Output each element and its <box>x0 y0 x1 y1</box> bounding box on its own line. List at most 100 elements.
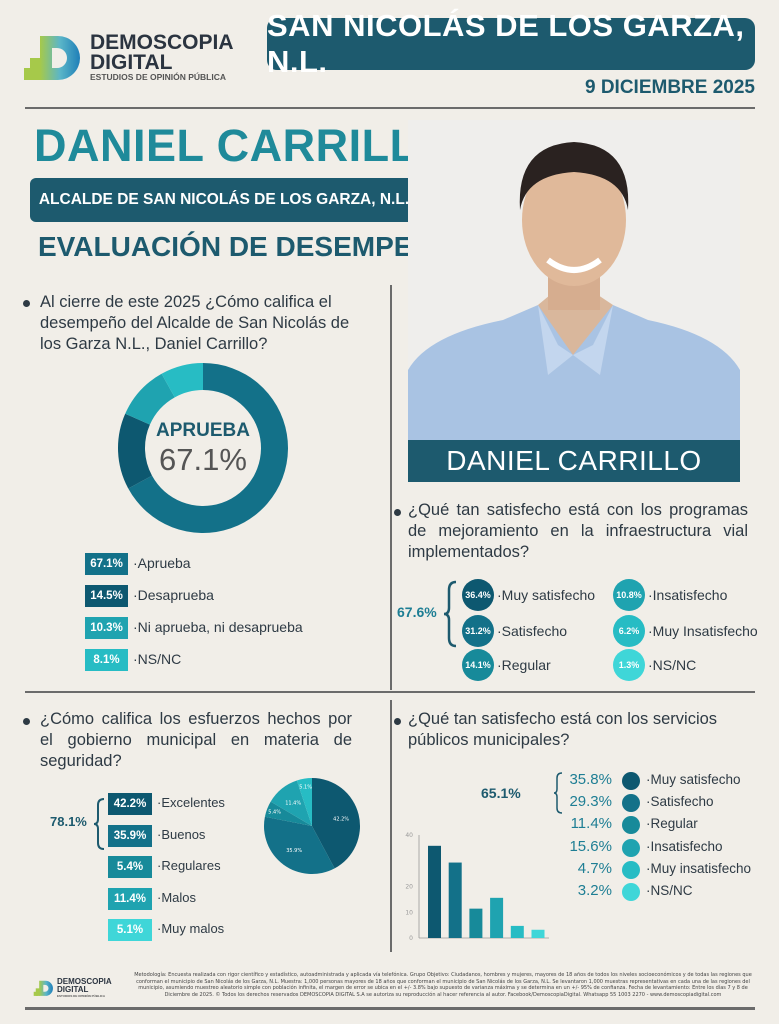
pie-label: 42.2% <box>333 817 349 823</box>
bullet <box>394 718 401 725</box>
legend-label: ·Desaprueba <box>133 587 214 603</box>
footer-brand-line2: DIGITAL <box>57 985 89 994</box>
legend-value: 4.7% <box>577 859 612 877</box>
donut-center-label: APRUEBA <box>156 420 250 441</box>
brand-name-line1: DEMOSCOPIA <box>90 31 234 54</box>
bar-4 <box>510 925 524 938</box>
logo-d-icon <box>33 980 53 996</box>
donut-slice-0 <box>128 363 288 533</box>
value-circle: 1.3% <box>613 649 645 681</box>
legend-dot <box>622 794 640 813</box>
pie-slice-1 <box>264 816 335 874</box>
subject-photo <box>408 120 740 442</box>
donut-slice-2 <box>125 373 175 425</box>
bullet <box>394 509 401 516</box>
location-title: SAN NICOLÁS DE LOS GARZA, N.L. <box>267 8 755 79</box>
bar-3 <box>490 897 504 938</box>
legend-value-box: 10.3% <box>85 617 128 639</box>
footer-brand-line1: DEMOSCOPIA <box>57 977 112 986</box>
y-tick-label: 20 <box>405 884 413 891</box>
legend-label: ·Muy Insatisfecho <box>648 623 758 639</box>
legend-value: 3.2% <box>577 882 612 899</box>
footer-logo: DEMOSCOPIA DIGITAL ESTUDIOS DE OPINIÓN P… <box>33 977 123 1001</box>
value-circle: 10.8% <box>613 579 645 611</box>
legend-label: ·Satisfecho <box>497 623 568 639</box>
q4-group-total: 65.1% <box>481 785 521 801</box>
approval-donut-chart <box>118 363 288 533</box>
pie-label: 35.9% <box>286 848 302 854</box>
legend-label: ·Regular <box>646 816 698 832</box>
question-1: Al cierre de este 2025 ¿Cómo califica el… <box>40 293 350 353</box>
pie-slice-2 <box>264 801 312 826</box>
legend-value: 35.8% <box>569 771 612 788</box>
security-pie-chart: 42.2% 35.9% 5.4% 11.4% 5.1% <box>264 778 360 874</box>
vertical-divider-bottom <box>390 700 392 952</box>
services-bar-chart: 0 10 20 40 <box>405 832 549 942</box>
legend-value-box: 5.4% <box>108 856 152 878</box>
subject-name: DANIEL CARRILLO <box>34 120 454 171</box>
bar-5 <box>531 929 545 938</box>
legend-label: ·Aprueba <box>133 555 191 571</box>
pie-label: 5.4% <box>268 810 281 816</box>
legend-dot <box>622 772 640 790</box>
donut-slice-1 <box>118 413 152 489</box>
bullet <box>23 300 30 307</box>
brace-icon <box>553 772 563 814</box>
legend-label: ·Regular <box>497 657 551 673</box>
legend-label: ·Insatisfecho <box>648 587 728 603</box>
brand-name-line2: DIGITAL <box>90 51 173 74</box>
section-title: EVALUACIÓN DE DESEMPEÑO <box>38 231 455 262</box>
q2-group-total: 67.6% <box>397 604 437 620</box>
legend-value-box: 14.5% <box>85 585 128 607</box>
brand-tagline: ESTUDIOS DE OPINIÓN PÚBLICA <box>90 72 227 82</box>
legend-value: 29.3% <box>569 793 612 811</box>
legend-value-box: 67.1% <box>85 553 128 575</box>
legend-value-box: 5.1% <box>108 919 152 941</box>
bar-0 <box>428 845 441 938</box>
value-circle: 31.2% <box>462 615 494 647</box>
legend-dot <box>622 883 640 901</box>
footer-brand-tagline: ESTUDIOS DE OPINIÓN PÚBLICA <box>57 994 106 998</box>
value-circle: 36.4% <box>462 579 494 611</box>
legend-dot <box>622 838 640 857</box>
legend-value: 11.4% <box>570 815 612 833</box>
y-tick-label: 10 <box>405 909 413 916</box>
legend-value-box: 8.1% <box>85 649 128 671</box>
legend-label: ·Muy satisfecho <box>646 772 741 787</box>
question-2: ¿Qué tan satisfecho está con los program… <box>408 501 748 561</box>
vertical-divider-top <box>390 285 392 690</box>
question-3: ¿Cómo califica los esfuerzos hechos por … <box>40 710 352 770</box>
legend-label: ·Excelentes <box>157 795 225 810</box>
photo-caption: DANIEL CARRILLO <box>408 440 740 482</box>
pie-slice-0 <box>312 778 360 869</box>
pie-slice-4 <box>296 778 312 826</box>
bar-2 <box>469 908 483 938</box>
legend-value-box: 11.4% <box>108 887 152 910</box>
logo-d-icon <box>24 36 80 80</box>
y-tick-label: 0 <box>409 935 413 942</box>
donut-center-value: 67.1% <box>159 442 247 477</box>
methodology-text: Metodología: Encuesta realizada con rigo… <box>134 972 752 998</box>
legend-label: ·Insatisfecho <box>646 838 723 854</box>
middle-divider <box>25 691 755 693</box>
legend-label: ·Muy malos <box>157 921 225 936</box>
brace-icon <box>93 798 105 850</box>
q3-group-total: 78.1% <box>50 814 87 829</box>
legend-value-box: 42.2% <box>108 793 152 815</box>
legend-label: ·NS/NC <box>648 657 697 673</box>
legend-dot <box>622 860 640 879</box>
legend-label: ·NS/NC <box>133 651 182 667</box>
question-4: ¿Qué tan satisfecho está con los servici… <box>408 710 718 749</box>
legend-label: ·Buenos <box>157 826 206 842</box>
value-circle: 14.1% <box>462 649 494 681</box>
pie-label: 11.4% <box>285 801 301 807</box>
legend-value-box: 35.9% <box>108 824 152 847</box>
bar-1 <box>448 862 462 938</box>
y-tick-label: 40 <box>405 832 413 839</box>
legend-label: ·NS/NC <box>646 883 693 898</box>
value-circle: 6.2% <box>613 615 645 647</box>
legend-value: 15.6% <box>569 837 612 855</box>
legend-label: ·Malos <box>157 889 197 905</box>
legend-label: ·Muy satisfecho <box>497 587 596 603</box>
legend-label: ·Regulares <box>157 858 221 873</box>
